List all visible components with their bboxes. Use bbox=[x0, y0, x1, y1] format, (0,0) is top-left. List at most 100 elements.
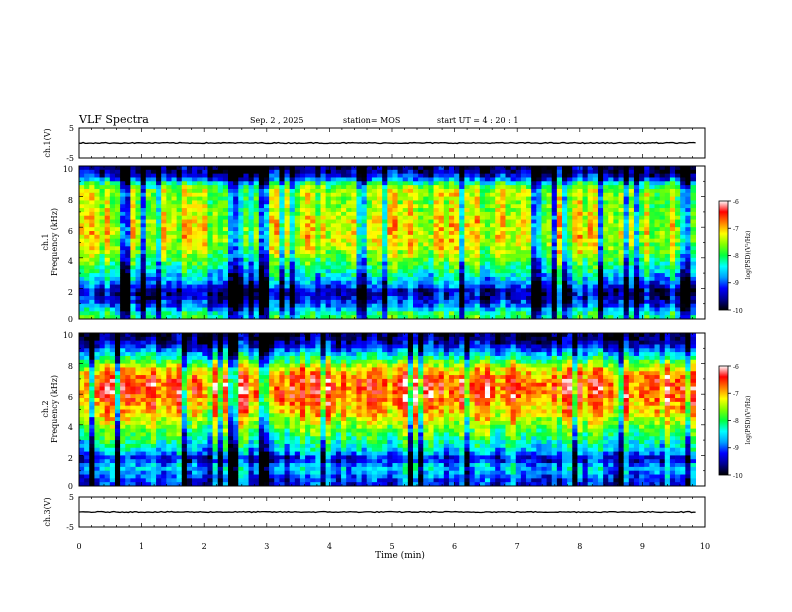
spectrogram-cell bbox=[546, 200, 553, 205]
spectrogram-cell bbox=[685, 219, 691, 224]
spectrogram-cell bbox=[310, 280, 316, 285]
spectrogram-cell bbox=[443, 273, 450, 278]
spectrogram-cell bbox=[94, 307, 100, 312]
spectrogram-cell bbox=[181, 276, 188, 282]
spectrogram-cell bbox=[490, 192, 496, 198]
spectrogram-cell bbox=[490, 196, 496, 201]
spectrogram-cell bbox=[238, 303, 244, 308]
spectrogram-cell bbox=[644, 188, 650, 194]
spectrogram-cell bbox=[217, 288, 224, 293]
spectrogram-cell bbox=[341, 219, 347, 224]
spectrogram-cell bbox=[474, 234, 481, 240]
spectrogram-cell bbox=[274, 181, 280, 186]
spectrogram-cell bbox=[181, 196, 188, 201]
spectrogram-cell bbox=[402, 234, 409, 240]
spectrogram-cell bbox=[269, 257, 275, 263]
spectrogram-cell bbox=[361, 177, 368, 182]
spectrogram-cell bbox=[192, 257, 198, 263]
spectrogram-cell bbox=[176, 250, 183, 255]
spectrogram-cell bbox=[490, 169, 496, 175]
spectrogram-cell bbox=[366, 192, 373, 198]
spectrogram-cell bbox=[413, 238, 419, 243]
spectrogram-cell bbox=[515, 292, 522, 297]
spectrogram-cell bbox=[531, 211, 537, 217]
spectrogram-cell bbox=[366, 284, 373, 289]
spectrogram-cell bbox=[423, 231, 429, 236]
spectrogram-cell bbox=[469, 288, 476, 293]
spectrogram-cell bbox=[392, 215, 398, 220]
spectrogram-cell bbox=[294, 257, 301, 263]
spectrogram-cell bbox=[572, 192, 578, 198]
spectrogram-cell bbox=[217, 265, 224, 270]
spectrogram-cell bbox=[263, 250, 270, 255]
spectrogram-cell bbox=[474, 196, 481, 201]
spectrogram-cell bbox=[654, 200, 661, 205]
spectrogram-cell bbox=[109, 204, 116, 209]
spectrogram-cell bbox=[418, 296, 424, 301]
spectrogram-cell bbox=[464, 257, 470, 263]
spectrogram-cell bbox=[479, 234, 486, 240]
spectrogram-cell bbox=[114, 173, 121, 178]
spectrogram-cell bbox=[192, 177, 198, 182]
spectrogram-cell bbox=[639, 311, 645, 316]
spectrogram-cell bbox=[551, 231, 558, 236]
spectrogram-cell bbox=[510, 166, 517, 171]
spectrogram-cell bbox=[346, 173, 352, 178]
spectrogram-cell bbox=[253, 234, 260, 240]
spectrogram-cell bbox=[207, 292, 213, 297]
spectrogram-cell bbox=[613, 166, 619, 171]
spectrogram-cell bbox=[361, 223, 368, 228]
spectrogram-cell bbox=[145, 185, 152, 190]
spectrogram-cell bbox=[500, 253, 506, 259]
spectrogram-cell bbox=[325, 242, 332, 247]
spectrogram-cell bbox=[397, 280, 404, 285]
spectrogram-cell bbox=[310, 181, 316, 186]
spectrogram-cell bbox=[459, 242, 465, 247]
spectrogram-cell bbox=[135, 284, 142, 289]
spectrogram-cell bbox=[464, 211, 470, 217]
spectrogram-cell bbox=[212, 188, 219, 194]
spectrogram-cell bbox=[99, 173, 106, 178]
spectrogram-cell bbox=[79, 166, 85, 171]
spectrogram-cell bbox=[541, 204, 547, 209]
spectrogram-cell bbox=[531, 269, 537, 274]
spectrogram-cell bbox=[104, 215, 111, 220]
spectrogram-cell bbox=[664, 192, 671, 198]
spectrogram-cell bbox=[572, 253, 578, 259]
spectrogram-cell bbox=[248, 311, 255, 316]
spectrogram-cell bbox=[577, 257, 583, 263]
spectrogram-cell bbox=[464, 215, 470, 220]
spectrogram-cell bbox=[99, 196, 106, 201]
spectrogram-cell bbox=[546, 257, 553, 263]
spectrogram-cell bbox=[89, 166, 95, 171]
spectrogram-cell bbox=[387, 238, 393, 243]
spectrogram-cell bbox=[567, 311, 573, 316]
spectrogram-cell bbox=[233, 211, 239, 217]
spectrogram-cell bbox=[361, 284, 368, 289]
spectrogram-cell bbox=[633, 200, 640, 205]
spectrogram-cell bbox=[479, 169, 486, 175]
spectrogram-cell bbox=[161, 204, 167, 209]
spectrogram-cell bbox=[469, 273, 476, 278]
spectrogram-cell bbox=[536, 307, 542, 312]
spectrogram-cell bbox=[346, 215, 352, 220]
spectrogram-cell bbox=[597, 215, 604, 220]
spectrogram-cell bbox=[207, 231, 213, 236]
spectrogram-cell bbox=[109, 192, 116, 198]
spectrogram-cell bbox=[484, 299, 491, 305]
spectrogram-cell bbox=[135, 204, 142, 209]
spectrogram-cell bbox=[120, 204, 126, 209]
spectrogram-cell bbox=[433, 280, 440, 285]
spectrogram-cell bbox=[562, 215, 568, 220]
spectrogram-cell bbox=[263, 204, 270, 209]
spectrogram-cell bbox=[120, 227, 126, 232]
spectrogram-cell bbox=[402, 200, 409, 205]
spectrogram-cell bbox=[664, 211, 671, 217]
spectrogram-cell bbox=[284, 231, 291, 236]
spectrogram-cell bbox=[464, 223, 470, 228]
spectrogram-cell bbox=[680, 181, 686, 186]
spectrogram-cell bbox=[669, 166, 676, 171]
spectrogram-cell bbox=[243, 231, 249, 236]
spectrogram-cell bbox=[238, 204, 244, 209]
spectrogram-cell bbox=[675, 288, 681, 293]
